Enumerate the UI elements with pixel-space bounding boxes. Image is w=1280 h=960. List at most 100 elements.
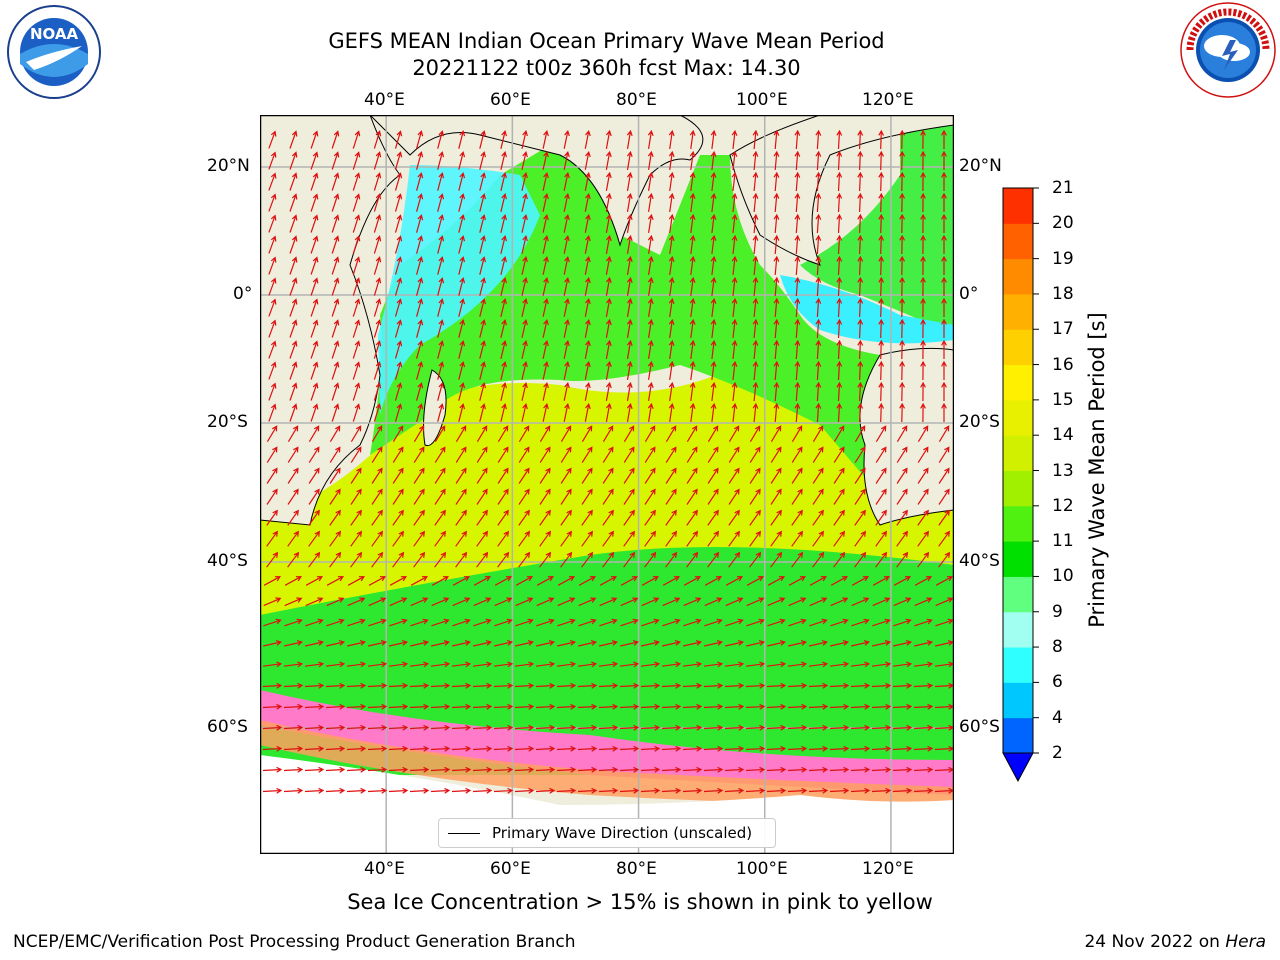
direction-arrow bbox=[350, 551, 363, 568]
direction-arrow bbox=[289, 172, 298, 191]
direction-arrow bbox=[287, 425, 299, 443]
direction-arrow bbox=[581, 509, 593, 526]
direction-arrow bbox=[431, 618, 450, 627]
direction-arrow bbox=[289, 298, 298, 317]
direction-arrow bbox=[773, 234, 780, 255]
direction-arrow bbox=[662, 640, 682, 647]
direction-arrow bbox=[812, 467, 824, 484]
direction-arrow bbox=[857, 297, 864, 318]
direction-arrow bbox=[430, 745, 451, 752]
direction-arrow bbox=[368, 597, 387, 607]
direction-arrow bbox=[752, 318, 759, 339]
direction-arrow bbox=[668, 255, 675, 275]
direction-arrow bbox=[494, 618, 513, 627]
direction-arrow bbox=[329, 488, 341, 505]
australia bbox=[859, 347, 954, 526]
direction-arrow bbox=[619, 766, 640, 773]
direction-arrow bbox=[941, 150, 947, 170]
direction-arrow bbox=[560, 425, 572, 443]
direction-arrow bbox=[409, 766, 430, 773]
direction-arrow bbox=[262, 682, 283, 689]
direction-arrow bbox=[584, 360, 591, 380]
direction-arrow bbox=[731, 318, 738, 338]
direction-arrow bbox=[707, 551, 720, 568]
direction-arrow bbox=[661, 703, 682, 710]
direction-arrow bbox=[479, 256, 486, 275]
direction-arrow bbox=[287, 446, 299, 463]
direction-arrow bbox=[665, 551, 678, 568]
colorbar-segment bbox=[1003, 223, 1033, 260]
direction-arrow bbox=[871, 787, 892, 794]
direction-arrow bbox=[373, 193, 382, 212]
direction-arrow bbox=[623, 425, 635, 443]
direction-arrow bbox=[472, 682, 493, 689]
direction-arrow bbox=[560, 551, 573, 568]
direction-arrow bbox=[829, 724, 850, 731]
direction-arrow bbox=[500, 171, 507, 191]
direction-arrow bbox=[542, 339, 549, 359]
direction-arrow bbox=[602, 446, 614, 463]
direction-arrow bbox=[598, 787, 619, 794]
direction-arrow bbox=[584, 339, 591, 359]
direction-arrow bbox=[598, 724, 619, 731]
direction-arrow bbox=[352, 340, 361, 359]
top-tick-100e: 100°E bbox=[736, 90, 788, 110]
top-tick-40e: 40°E bbox=[364, 90, 405, 110]
direction-arrow bbox=[452, 618, 471, 627]
direction-arrow bbox=[476, 530, 489, 547]
direction-arrow bbox=[710, 129, 717, 149]
direction-arrow bbox=[598, 745, 619, 752]
direction-arrow bbox=[640, 745, 661, 752]
direction-arrow bbox=[431, 597, 450, 607]
direction-arrow bbox=[602, 530, 615, 547]
direction-arrow bbox=[437, 298, 445, 317]
direction-arrow bbox=[289, 382, 298, 401]
direction-arrow bbox=[521, 129, 528, 149]
direction-arrow bbox=[452, 576, 470, 586]
direction-arrow bbox=[416, 361, 424, 380]
direction-arrow bbox=[808, 724, 829, 731]
direction-arrow bbox=[892, 724, 913, 731]
direction-arrow bbox=[394, 193, 403, 212]
direction-arrow bbox=[472, 766, 493, 773]
direction-arrow bbox=[899, 234, 906, 255]
direction-arrow bbox=[893, 576, 911, 586]
direction-arrow bbox=[815, 402, 822, 423]
direction-arrow bbox=[626, 255, 633, 275]
direction-arrow bbox=[577, 787, 598, 794]
direction-arrow bbox=[794, 192, 801, 213]
direction-arrow bbox=[875, 425, 887, 443]
direction-arrow bbox=[416, 340, 424, 359]
direction-arrow bbox=[836, 276, 843, 297]
direction-arrow bbox=[493, 682, 514, 689]
direction-arrow bbox=[878, 339, 885, 360]
direction-arrow bbox=[347, 597, 366, 607]
bottom-tick-80e: 80°E bbox=[616, 859, 657, 879]
direction-arrow bbox=[578, 661, 598, 668]
direction-arrow bbox=[745, 745, 766, 752]
direction-arrow bbox=[913, 766, 934, 773]
direction-arrow bbox=[770, 467, 782, 484]
direction-arrow bbox=[352, 319, 361, 338]
direction-arrow bbox=[647, 276, 654, 296]
direction-arrow bbox=[515, 576, 533, 586]
direction-arrow bbox=[626, 297, 633, 317]
direction-arrow bbox=[310, 361, 319, 380]
direction-arrow bbox=[899, 318, 906, 339]
direction-arrow bbox=[833, 488, 845, 505]
direction-arrow bbox=[647, 255, 654, 275]
left-tick-20n: 20°N bbox=[207, 156, 250, 176]
direction-arrow bbox=[766, 703, 787, 710]
direction-arrow bbox=[542, 171, 549, 191]
direction-arrow bbox=[829, 745, 850, 752]
direction-arrow bbox=[434, 446, 446, 463]
direction-arrow bbox=[368, 576, 386, 586]
direction-arrow bbox=[500, 255, 507, 275]
direction-arrow bbox=[367, 745, 388, 752]
direction-arrow bbox=[788, 618, 807, 627]
footer-host: Hera bbox=[1225, 932, 1266, 952]
direction-arrow bbox=[815, 360, 822, 381]
direction-arrow bbox=[787, 703, 808, 710]
direction-arrow bbox=[542, 255, 549, 275]
direction-arrow bbox=[812, 509, 824, 526]
